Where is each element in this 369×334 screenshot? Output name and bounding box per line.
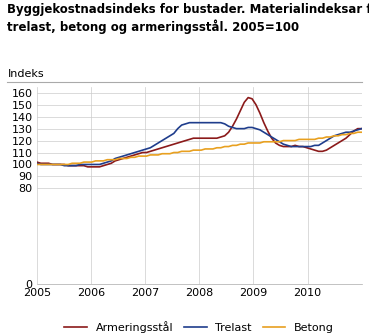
Trelast bbox=[62, 164, 66, 168]
Trelast bbox=[187, 121, 192, 125]
Armeringsstål bbox=[246, 96, 251, 100]
Trelast bbox=[359, 127, 364, 131]
Legend: Armeringsstål, Trelast, Betong: Armeringsstål, Trelast, Betong bbox=[60, 317, 338, 334]
Betong bbox=[39, 162, 43, 166]
Armeringsstål bbox=[199, 136, 203, 140]
Betong bbox=[195, 148, 200, 152]
Trelast bbox=[289, 145, 293, 149]
Armeringsstål bbox=[359, 127, 364, 131]
Armeringsstål bbox=[39, 161, 43, 165]
Trelast bbox=[54, 162, 59, 166]
Betong bbox=[297, 137, 301, 141]
Trelast bbox=[39, 162, 43, 166]
Line: Betong: Betong bbox=[37, 132, 362, 164]
Betong bbox=[359, 130, 364, 134]
Armeringsstål bbox=[35, 160, 39, 164]
Armeringsstål bbox=[54, 162, 59, 166]
Betong bbox=[355, 130, 360, 134]
Armeringsstål bbox=[183, 139, 188, 143]
Armeringsstål bbox=[305, 146, 309, 150]
Text: Byggjekostnadsindeks for bustader. Materialindeksar for
trelast, betong og armer: Byggjekostnadsindeks for bustader. Mater… bbox=[7, 3, 369, 34]
Trelast bbox=[183, 122, 188, 126]
Line: Armeringsstål: Armeringsstål bbox=[37, 98, 362, 167]
Line: Trelast: Trelast bbox=[37, 123, 362, 166]
Trelast bbox=[305, 145, 309, 149]
Armeringsstål bbox=[86, 165, 90, 169]
Trelast bbox=[35, 161, 39, 165]
Betong bbox=[35, 162, 39, 166]
Text: Indeks: Indeks bbox=[8, 69, 44, 79]
Betong bbox=[179, 149, 184, 153]
Betong bbox=[281, 139, 286, 143]
Trelast bbox=[203, 121, 207, 125]
Betong bbox=[54, 162, 59, 166]
Armeringsstål bbox=[289, 145, 293, 149]
